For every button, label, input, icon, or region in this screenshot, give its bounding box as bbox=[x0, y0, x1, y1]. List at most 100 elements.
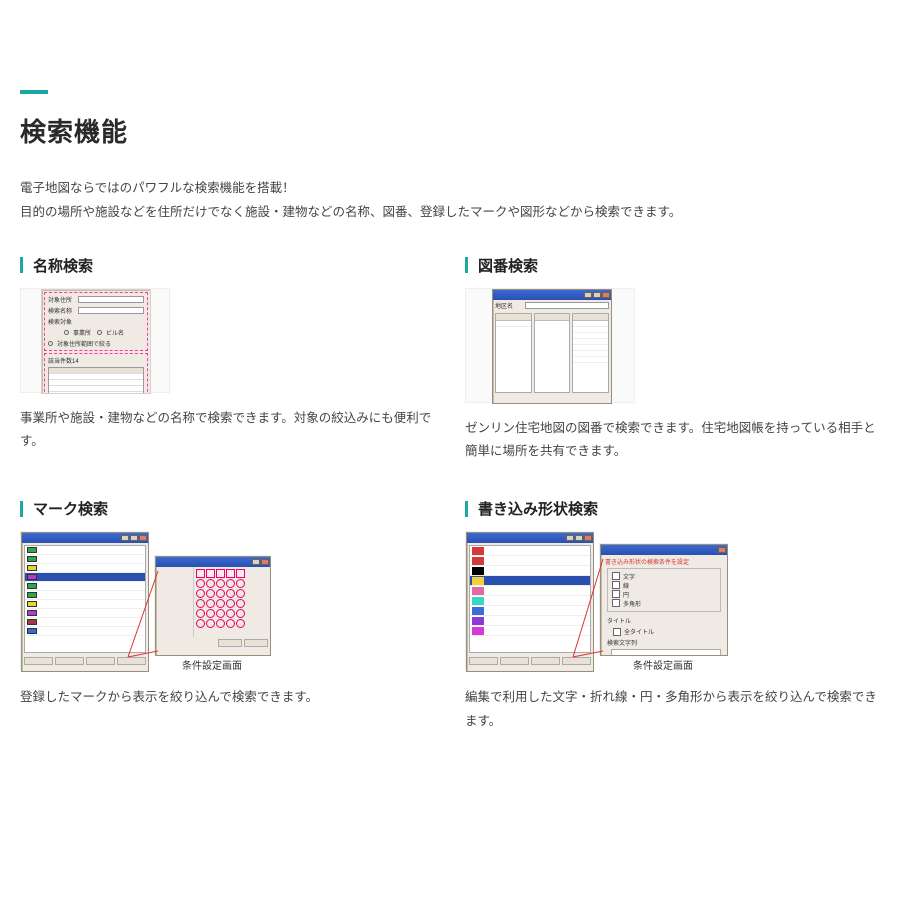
footer-button[interactable] bbox=[562, 657, 591, 665]
feature-grid: 名称検索 対象住所 検索名称 検索対象 事業所 ビル名 対象住所範囲で絞る bbox=[20, 255, 880, 768]
list-item[interactable] bbox=[470, 616, 590, 626]
titlebar bbox=[493, 290, 611, 300]
card-desc: 事業所や施設・建物などの名称で検索できます。対象の絞込みにも便利です。 bbox=[20, 407, 435, 455]
title-pipe-icon bbox=[20, 501, 23, 517]
flag-icon bbox=[27, 601, 37, 607]
hits-label: 該当件数14 bbox=[48, 356, 79, 365]
list-item[interactable] bbox=[470, 546, 590, 556]
card-desc: 編集で利用した文字・折れ線・円・多角形から表示を絞り込んで検索できます。 bbox=[465, 686, 880, 734]
radio-icon bbox=[64, 330, 69, 335]
flag-icon bbox=[27, 592, 37, 598]
intro-text: 電子地図ならではのパワフルな検索機能を搭載！ 目的の場所や施設などを住所だけでな… bbox=[20, 177, 880, 225]
list-item[interactable] bbox=[25, 600, 145, 609]
list-item[interactable] bbox=[25, 546, 145, 555]
list-item[interactable] bbox=[25, 609, 145, 618]
mock-window: 書き込み形状の検索条件を設定 文字 線 円 多角形 タイトル 全タイトル 検索文… bbox=[600, 544, 728, 656]
dialog-button[interactable] bbox=[218, 639, 242, 647]
flag-icon bbox=[27, 565, 37, 571]
footer-buttons bbox=[22, 655, 148, 667]
footer-button[interactable] bbox=[469, 657, 498, 665]
checkbox-row[interactable]: 線 bbox=[612, 581, 716, 589]
footer-button[interactable] bbox=[500, 657, 529, 665]
list-item[interactable] bbox=[470, 556, 590, 566]
group-box: 文字 線 円 多角形 bbox=[607, 568, 721, 612]
flag-icon bbox=[27, 583, 37, 589]
checkbox-row[interactable]: 多角形 bbox=[612, 599, 716, 607]
list-item[interactable] bbox=[25, 618, 145, 627]
list-item[interactable] bbox=[470, 586, 590, 596]
color-swatch-icon bbox=[472, 617, 484, 625]
checkbox-row[interactable] bbox=[613, 628, 624, 636]
titlebar bbox=[467, 533, 593, 543]
shape-list bbox=[469, 545, 591, 653]
mock-window: 対象住所 検索名称 検索対象 事業所 ビル名 対象住所範囲で絞る 該当件数14 bbox=[41, 289, 151, 394]
shape-search-thumbnail-settings: 書き込み形状の検索条件を設定 文字 線 円 多角形 タイトル 全タイトル 検索文… bbox=[599, 543, 727, 655]
minimize-icon bbox=[584, 292, 592, 298]
mock-window bbox=[466, 532, 594, 672]
radio-icon bbox=[97, 330, 102, 335]
list-item[interactable] bbox=[25, 573, 145, 582]
flag-icon bbox=[27, 619, 37, 625]
footer-button[interactable] bbox=[531, 657, 560, 665]
minimize-icon bbox=[566, 535, 574, 541]
close-icon bbox=[139, 535, 147, 541]
list-item[interactable] bbox=[25, 591, 145, 600]
card-title-text: 書き込み形状検索 bbox=[478, 498, 598, 519]
color-swatch-icon bbox=[472, 547, 484, 555]
color-swatch-icon bbox=[472, 557, 484, 565]
flag-icon bbox=[27, 574, 37, 580]
flag-icon bbox=[27, 610, 37, 616]
footer-button[interactable] bbox=[55, 657, 84, 665]
mark-search-thumbnail-main bbox=[20, 531, 148, 671]
footer-button[interactable] bbox=[24, 657, 53, 665]
maximize-icon bbox=[130, 535, 138, 541]
footer-button[interactable] bbox=[86, 657, 115, 665]
color-swatch-icon bbox=[472, 597, 484, 605]
card-title: 図番検索 bbox=[465, 255, 880, 276]
label: 検索文字列 bbox=[607, 638, 637, 647]
mark-list bbox=[24, 545, 146, 653]
list-item bbox=[49, 392, 143, 394]
checkbox-row[interactable]: 円 bbox=[612, 590, 716, 598]
card-title: 書き込み形状検索 bbox=[465, 498, 880, 519]
column bbox=[495, 313, 532, 393]
title-pipe-icon bbox=[465, 257, 468, 273]
card-name-search: 名称検索 対象住所 検索名称 検索対象 事業所 ビル名 対象住所範囲で絞る bbox=[20, 255, 435, 465]
mock-window bbox=[155, 556, 271, 656]
maximize-icon bbox=[593, 292, 601, 298]
dialog-header: 書き込み形状の検索条件を設定 bbox=[601, 555, 727, 568]
checkbox-row[interactable]: 文字 bbox=[612, 572, 716, 580]
checkbox-label: 対象住所範囲で絞る bbox=[57, 339, 111, 348]
list-item[interactable] bbox=[470, 576, 590, 586]
close-icon bbox=[584, 535, 592, 541]
title-pipe-icon bbox=[465, 501, 468, 517]
radio-label: ビル名 bbox=[106, 328, 124, 337]
shape-search-thumbnail-main bbox=[465, 531, 593, 671]
list-item[interactable] bbox=[25, 582, 145, 591]
result-list bbox=[48, 367, 144, 394]
card-desc: ゼンリン住宅地図の図番で検索できます。住宅地図帳を持っている相手と簡単に場所を共… bbox=[465, 417, 880, 465]
mark-search-thumbnail-settings bbox=[154, 555, 270, 655]
text-input[interactable] bbox=[611, 649, 721, 656]
radio-label: 事業所 bbox=[73, 328, 91, 337]
list-item[interactable] bbox=[25, 627, 145, 636]
list-item[interactable] bbox=[470, 626, 590, 636]
field-input bbox=[78, 296, 144, 303]
field-label: 地区名 bbox=[495, 301, 523, 310]
field-label: 対象住所 bbox=[48, 295, 76, 304]
column bbox=[572, 313, 609, 393]
list-item[interactable] bbox=[25, 555, 145, 564]
card-title-text: 図番検索 bbox=[478, 255, 538, 276]
color-swatch-icon bbox=[472, 627, 484, 635]
list-item[interactable] bbox=[470, 566, 590, 576]
card-title-text: マーク検索 bbox=[33, 498, 108, 519]
dialog-button[interactable] bbox=[244, 639, 268, 647]
titlebar bbox=[601, 545, 727, 555]
list-item[interactable] bbox=[470, 606, 590, 616]
color-swatch-icon bbox=[472, 587, 484, 595]
accent-bar bbox=[20, 90, 48, 94]
list-item[interactable] bbox=[470, 596, 590, 606]
card-shape-search: 書き込み形状検索 bbox=[465, 498, 880, 734]
footer-button[interactable] bbox=[117, 657, 146, 665]
list-item[interactable] bbox=[25, 564, 145, 573]
